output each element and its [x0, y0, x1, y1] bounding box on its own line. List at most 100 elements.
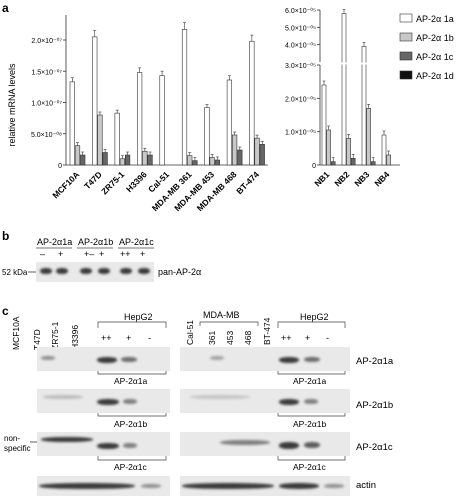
bar: [147, 154, 153, 166]
sign-3: +–: [84, 249, 94, 259]
bar: [326, 129, 331, 166]
bar: [102, 152, 108, 166]
bar: [321, 84, 327, 166]
nonspecific-label-2: specific: [4, 444, 31, 453]
legend-label: AP-2α 1c: [416, 52, 454, 62]
bracket-right-1b: AP-2α1b: [293, 419, 327, 429]
mda-mb-label: MDA-MB: [203, 310, 240, 320]
x-tick-label: NB3: [352, 169, 371, 188]
axis-break: [321, 62, 401, 65]
row-label-1a: AP-2α1a: [356, 356, 394, 367]
panel-label-c: c: [2, 304, 9, 318]
bar: [366, 108, 371, 166]
bar: [249, 40, 255, 166]
bar: [370, 161, 376, 166]
legend-swatch: [399, 70, 413, 80]
y-tick-label: 2.0×10⁻⁰⁵: [285, 95, 316, 103]
y-tick-label: 1.5×10⁻⁰⁷: [31, 68, 62, 76]
bar: [226, 79, 233, 166]
y-tick-label: 1.0×10⁻⁰⁷: [31, 100, 62, 108]
bar: [74, 145, 81, 166]
nonspecific-label-1: non-: [4, 434, 20, 443]
blot-1a-left: [37, 347, 170, 371]
hepg2-right-sign-2: +: [305, 333, 310, 343]
sign-5: ++: [120, 249, 131, 259]
blot-actin-right: [180, 476, 350, 496]
row-label-1c: AP-2α1c: [356, 442, 393, 453]
bar: [124, 154, 131, 166]
group-label-1a: AP-2α1a: [37, 237, 72, 247]
lane-label-453: 453: [225, 331, 235, 345]
panel-label-a: a: [2, 1, 9, 15]
bar: [97, 114, 103, 166]
bar: [119, 158, 125, 166]
sign-1: –: [40, 249, 45, 259]
group-label-1c: AP-2α1c: [119, 237, 154, 247]
bar: [187, 155, 193, 166]
bar: [80, 154, 86, 166]
lane-label-468: 468: [243, 331, 253, 345]
row-label-actin: actin: [356, 480, 376, 491]
antibody-label: pan-AP-2α: [158, 267, 201, 277]
hepg2-right-label: HepG2: [300, 312, 329, 322]
y-axis-label: relative mRNA levels: [7, 63, 17, 147]
bracket-right-1c: AP-2α1c: [293, 462, 327, 472]
x-tick-label: MCF10A: [50, 169, 81, 200]
blot-actin-left: [37, 476, 170, 496]
kda-marker: 52 kDa: [2, 268, 28, 277]
x-tick-label: BT-474: [234, 169, 261, 196]
nb-bar-chart: 0 1.0×10⁻⁰⁵ 2.0×10⁻⁰⁵ 3.0×10⁻⁰⁵ 4.0×10⁻⁰⁵ 5.0…: [285, 7, 401, 188]
bar: [192, 160, 198, 166]
lane-label-cal51: Cal-51: [185, 320, 195, 345]
bracket-left-1a: AP-2α1a: [114, 376, 148, 386]
bar: [341, 13, 347, 166]
y-tick-label: 5.0×10⁻⁰⁸: [31, 131, 62, 139]
blot-1a-right: [180, 347, 350, 371]
x-tick-label: NB2: [332, 169, 351, 188]
bracket-left-1b: AP-2α1b: [114, 419, 148, 429]
panel-c-western-blots: MCF10A T47D ZR75-1 H3396 HepG2 ++ + - Ca…: [4, 310, 394, 491]
bar: [232, 134, 238, 166]
y-tick-label: 1.0×10⁻⁰⁵: [285, 129, 316, 137]
blot-panel-b: [36, 262, 154, 282]
cell-line-bar-chart: relative mRNA levels 0 5.0×10⁻⁰⁸ 1.0×10⁻⁰⁷…: [7, 15, 268, 213]
sign-2: +: [58, 249, 63, 259]
x-tick-label: NB4: [372, 169, 391, 188]
bar: [209, 157, 215, 166]
x-tick-label: ZR75-1: [99, 169, 126, 196]
legend-swatch: [399, 32, 413, 42]
bracket-right-1a: AP-2α1a: [293, 376, 327, 386]
lane-label-361: 361: [207, 331, 217, 345]
legend-label: AP-2α 1a: [416, 14, 454, 24]
legend: AP-2α 1a AP-2α 1b AP-2α 1c AP-2α 1d: [399, 13, 454, 81]
bar: [159, 75, 165, 166]
lane-label-bt474: BT-474: [262, 317, 272, 345]
bar: [259, 144, 265, 166]
bar: [181, 29, 188, 166]
bar: [204, 107, 210, 166]
y-tick-label: 5.0×10⁻⁰⁵: [285, 24, 316, 32]
blot-1b-left: [37, 389, 170, 413]
bar: [114, 112, 120, 166]
y-tick-label: 4.0×10⁻⁰⁵: [285, 42, 316, 50]
x-tick-label: H3396: [124, 169, 149, 194]
y-tick-label: 3.0×10⁻⁰⁵: [285, 62, 316, 70]
hepg2-left-label: HepG2: [124, 312, 153, 322]
bar: [254, 137, 260, 166]
bar: [386, 154, 391, 166]
y-tick-label: 6.0×10⁻⁰⁵: [285, 7, 316, 15]
bar: [330, 161, 336, 166]
bar: [69, 81, 75, 166]
bar: [137, 72, 143, 166]
sign-6: +: [140, 249, 145, 259]
y-tick-label: 2.0×10⁻⁰⁷: [31, 37, 62, 45]
panel-b-western-blot: AP-2α1a AP-2α1b AP-2α1c – + +– + ++ + 52…: [2, 237, 201, 277]
legend-swatch: [399, 13, 413, 23]
lane-label-zr75: ZR75-1: [50, 321, 60, 350]
hepg2-left-sign-2: +: [126, 333, 131, 343]
bar: [214, 159, 220, 166]
row-label-1b: AP-2α1b: [356, 400, 393, 411]
bar: [381, 134, 387, 166]
group-label-1b: AP-2α1b: [78, 237, 113, 247]
